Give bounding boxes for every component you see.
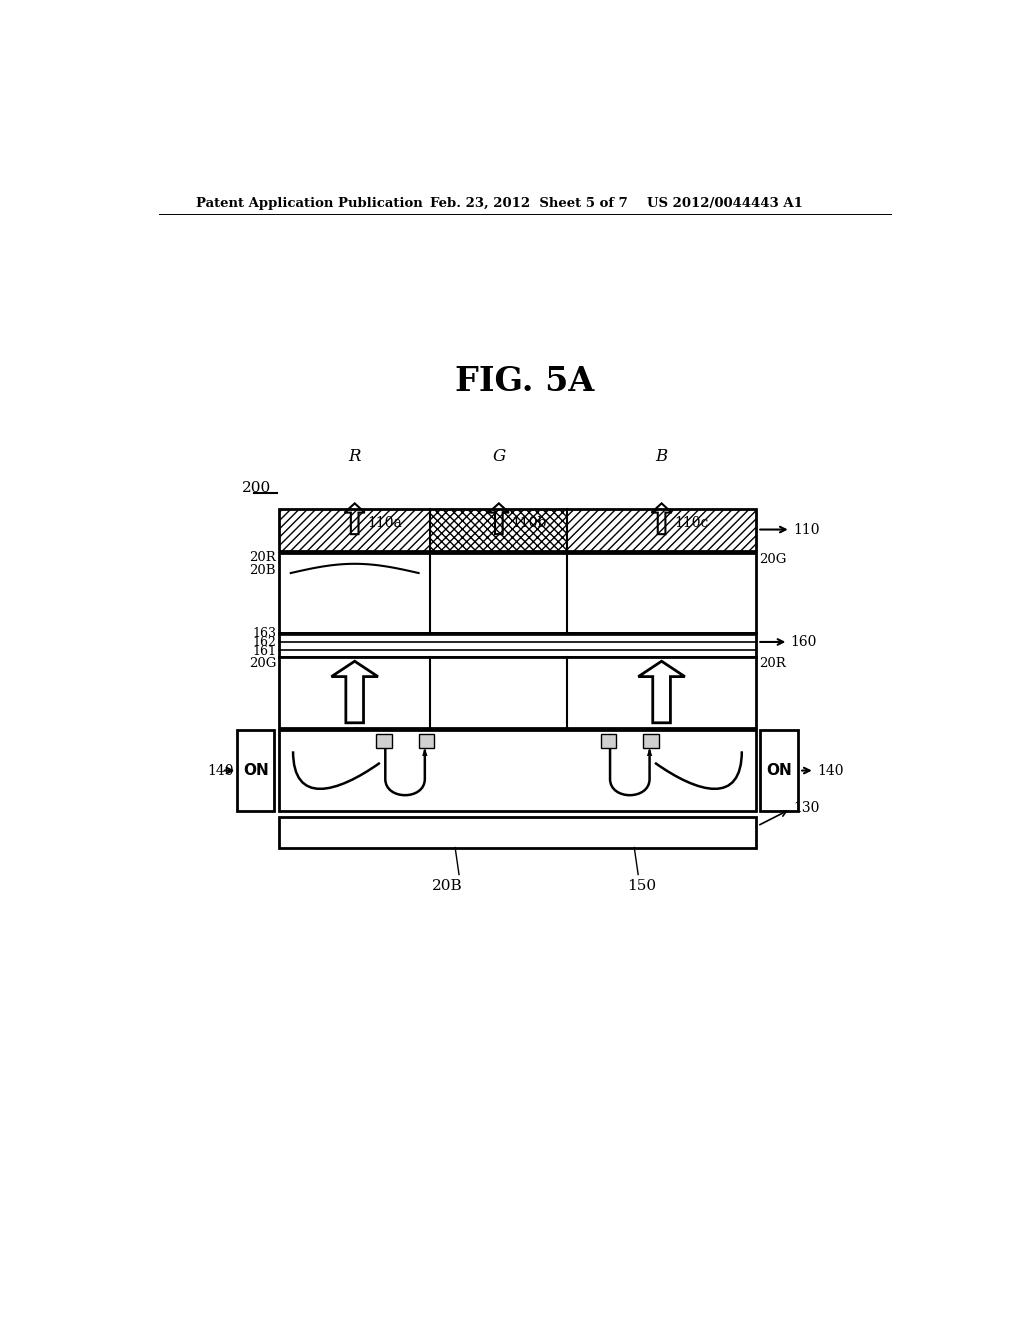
Polygon shape [422,748,428,756]
Text: R: R [348,447,360,465]
Polygon shape [376,734,391,748]
Text: ON: ON [243,763,268,777]
Text: 20B: 20B [250,564,276,577]
Text: 163: 163 [252,627,276,640]
Text: 20B: 20B [432,879,463,894]
Polygon shape [430,508,567,552]
Polygon shape [601,734,616,748]
Text: 20G: 20G [759,553,786,566]
Polygon shape [280,553,756,632]
Polygon shape [280,817,756,847]
Text: Feb. 23, 2012  Sheet 5 of 7: Feb. 23, 2012 Sheet 5 of 7 [430,197,628,210]
Polygon shape [419,734,434,748]
Polygon shape [238,730,274,812]
Text: 150: 150 [628,879,656,894]
Text: G: G [493,447,506,465]
Polygon shape [761,730,798,812]
Text: Patent Application Publication: Patent Application Publication [197,197,423,210]
Text: 140: 140 [817,763,844,777]
Text: 161: 161 [252,644,276,657]
Text: 200: 200 [242,480,271,495]
Text: 20R: 20R [249,550,276,564]
Polygon shape [647,748,652,756]
Text: 162: 162 [252,636,276,649]
Polygon shape [280,657,756,729]
Text: US 2012/0044443 A1: US 2012/0044443 A1 [647,197,803,210]
Text: B: B [655,447,668,465]
Text: 20G: 20G [249,657,276,671]
Text: 20R: 20R [759,657,785,671]
Text: 110b: 110b [511,516,547,531]
Text: 110: 110 [793,523,819,536]
Text: 160: 160 [791,635,817,649]
Polygon shape [280,508,430,552]
Text: 140: 140 [208,763,234,777]
Polygon shape [280,730,756,812]
Text: 110a: 110a [367,516,402,531]
Polygon shape [280,632,756,657]
Text: 130: 130 [793,800,819,814]
Polygon shape [567,508,756,552]
Text: FIG. 5A: FIG. 5A [456,366,594,399]
Text: 110c: 110c [674,516,709,531]
Text: ON: ON [766,763,792,777]
Polygon shape [643,734,658,748]
